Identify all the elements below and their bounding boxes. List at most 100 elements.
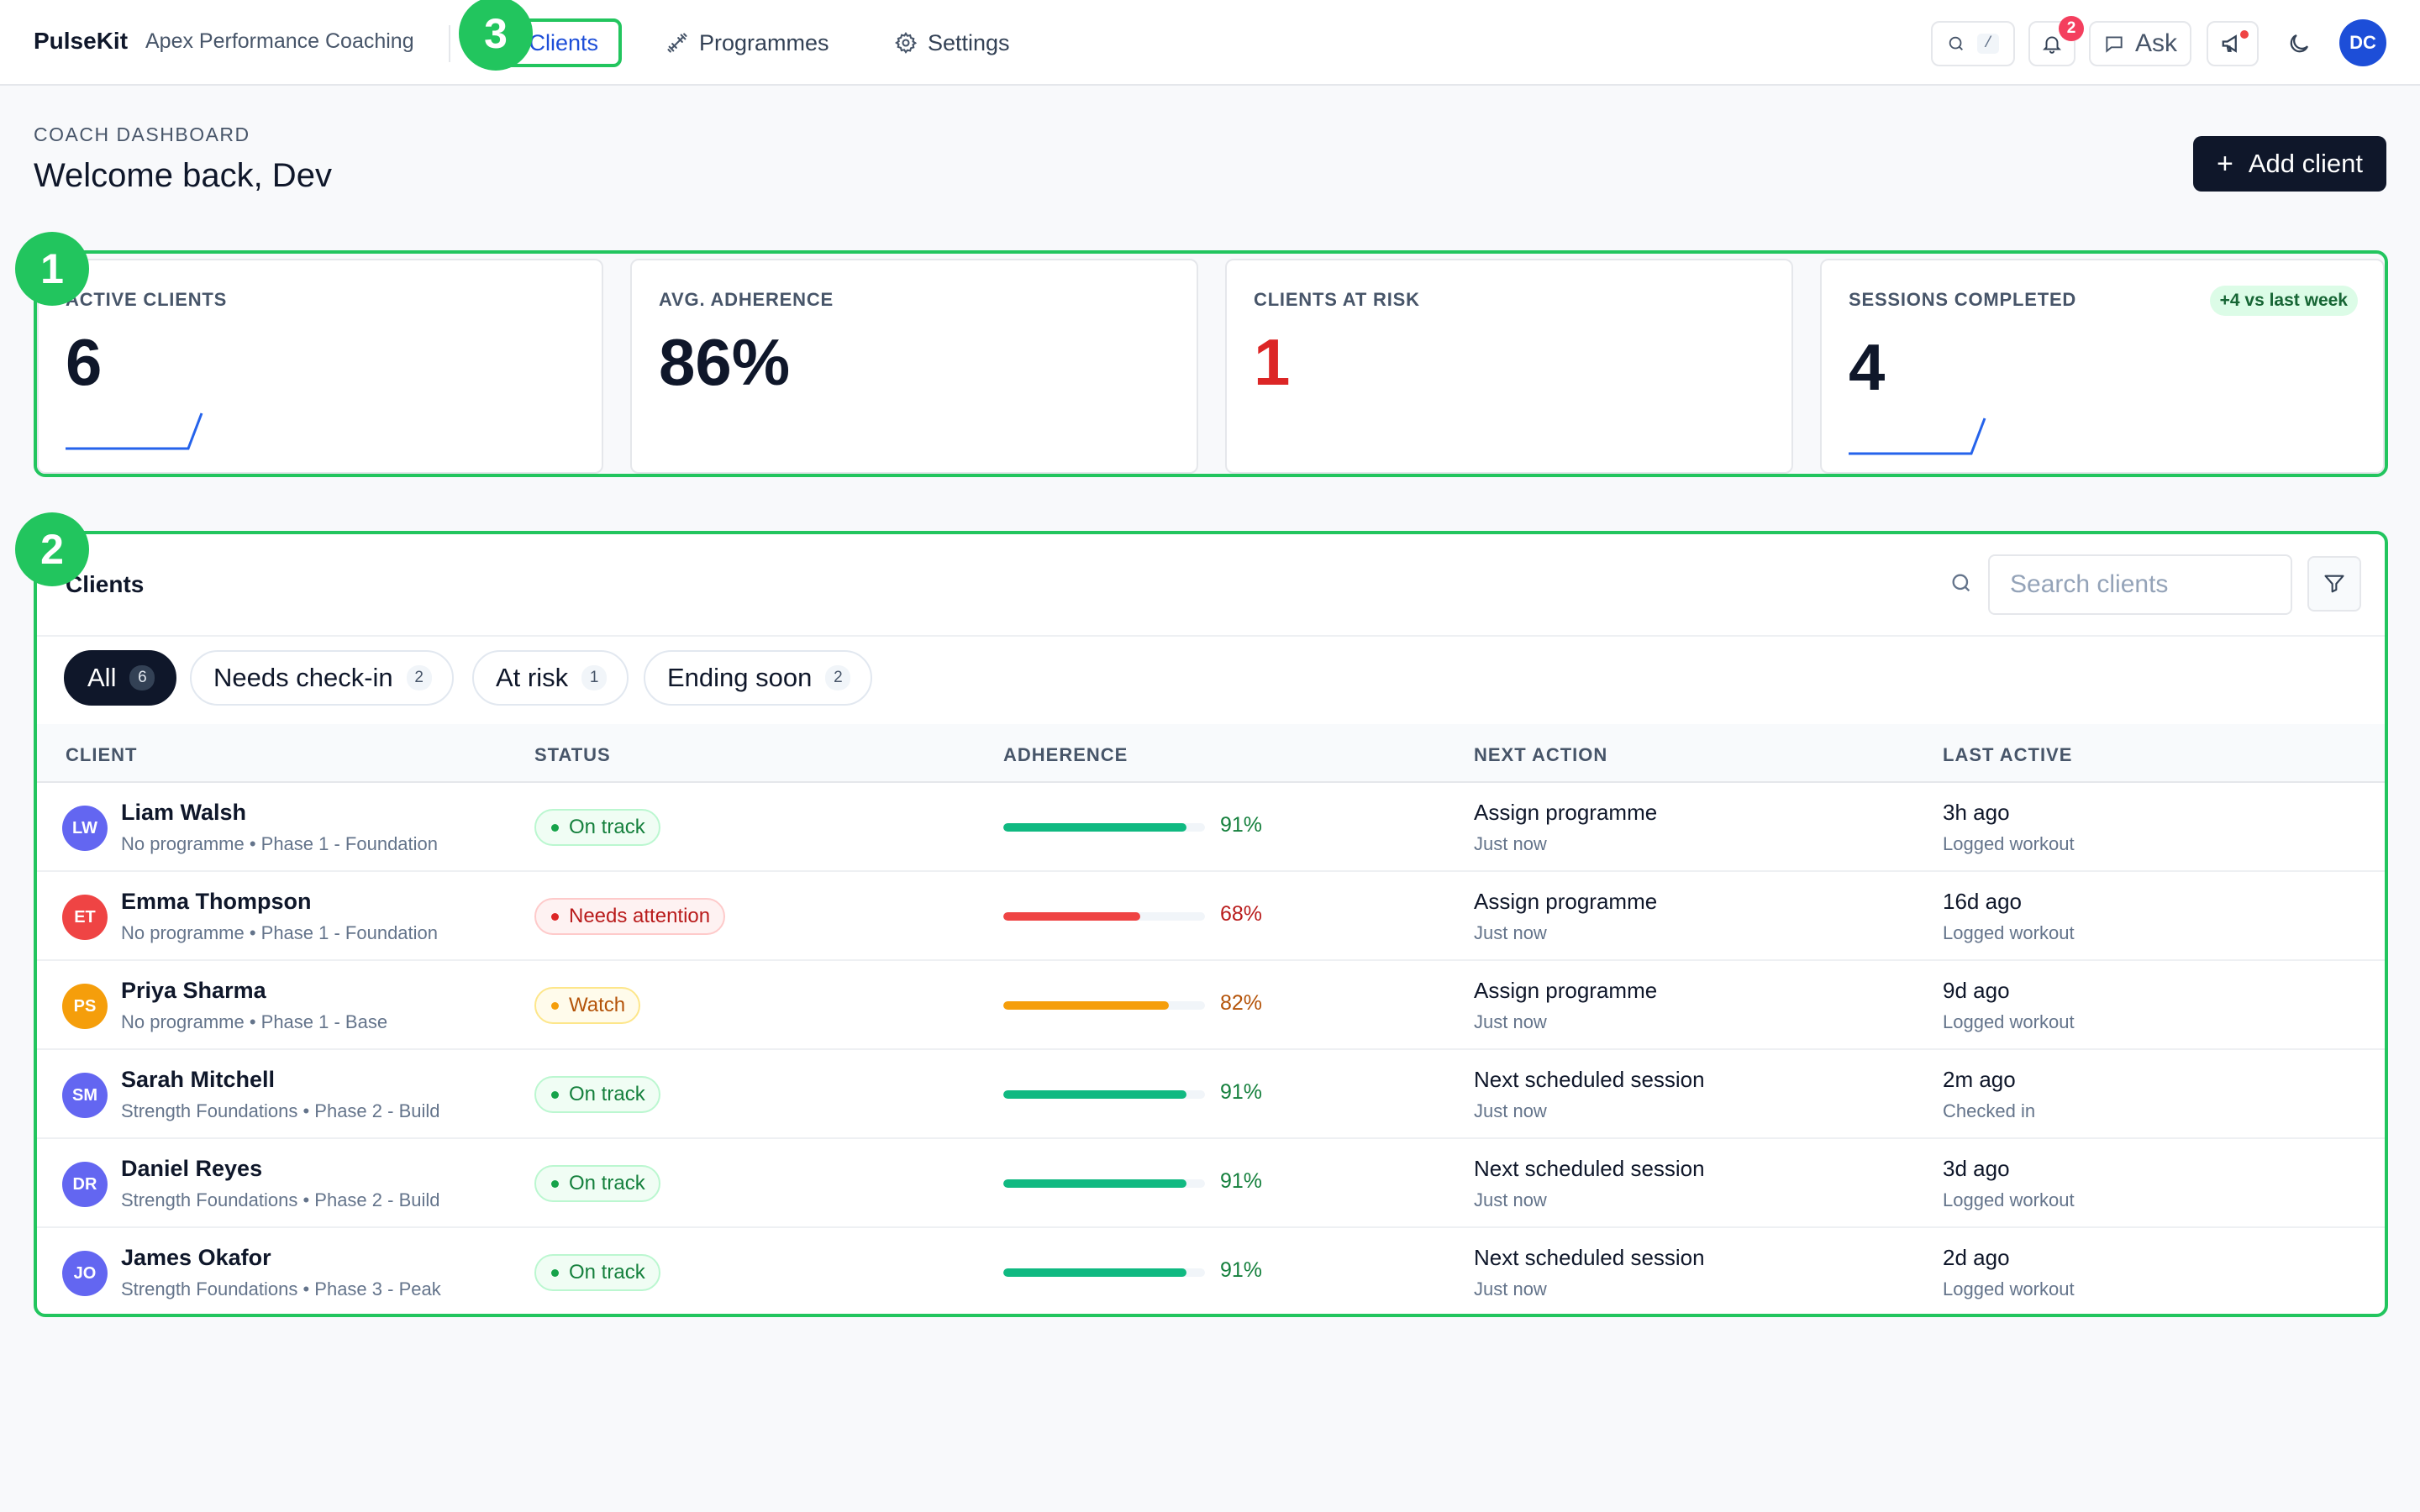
nav-item-settings[interactable]: Settings — [894, 18, 1010, 67]
table-row[interactable]: PS Priya Sharma No programme • Phase 1 - B… — [37, 961, 2385, 1050]
stat-value: 4 — [1849, 330, 1886, 404]
column-header-next-action[interactable]: NEXT ACTION — [1474, 744, 1608, 765]
adherence-percent: 91% — [1220, 1258, 1263, 1282]
next-action-time: Just now — [1474, 922, 1547, 943]
filter-chip-at-risk[interactable]: At risk 1 — [472, 650, 629, 706]
adherence-bar — [1003, 1001, 1205, 1010]
column-header-adherence[interactable]: ADHERENCE — [1003, 744, 1128, 765]
client-name[interactable]: Priya Sharma — [121, 978, 266, 1003]
global-search-button[interactable]: / — [1931, 21, 2015, 66]
status-label: Needs attention — [569, 905, 711, 927]
chip-label: At risk — [496, 663, 569, 692]
nav-item-programmes[interactable]: Programmes — [666, 18, 829, 67]
ask-label: Ask — [2134, 29, 2177, 57]
stats-section: ACTIVE CLIENTS 6 AVG. ADHERENCE 86% CLIE… — [34, 250, 2388, 477]
status-label: On track — [569, 816, 645, 838]
stat-value: 86% — [659, 325, 791, 399]
status-dot — [551, 1179, 559, 1188]
adherence-bar-fill — [1003, 1268, 1187, 1277]
status-badge: Needs attention — [534, 898, 726, 935]
user-avatar[interactable]: DC — [2339, 19, 2386, 66]
table-row[interactable]: ET Emma Thompson No programme • Phase 1 - … — [37, 872, 2385, 961]
next-action[interactable]: Assign programme — [1474, 889, 1658, 914]
brand-logo[interactable]: PulseKit — [34, 28, 129, 54]
table-row[interactable]: SM Sarah Mitchell Strength Foundations • P… — [37, 1050, 2385, 1139]
client-avatar: PS — [62, 984, 108, 1029]
client-name[interactable]: James Okafor — [121, 1245, 271, 1270]
stat-value: 1 — [1254, 325, 1291, 399]
stat-card-clients-at-risk: CLIENTS AT RISK 1 — [1225, 259, 1793, 474]
nav-item-label: Programmes — [699, 29, 829, 55]
stat-label: ACTIVE CLIENTS — [66, 289, 228, 310]
table-row[interactable]: LW Liam Walsh No programme • Phase 1 - Fou… — [37, 783, 2385, 872]
adherence-bar-fill — [1003, 1001, 1169, 1010]
nav-item-label: Clients — [529, 29, 598, 55]
adherence-bar — [1003, 1179, 1205, 1188]
filter-button[interactable] — [2307, 556, 2361, 612]
client-name[interactable]: Emma Thompson — [121, 889, 312, 914]
filter-icon — [2324, 575, 2344, 593]
next-action[interactable]: Assign programme — [1474, 978, 1658, 1003]
announcements-button[interactable] — [2207, 21, 2259, 66]
unread-dot — [2240, 30, 2249, 39]
client-name[interactable]: Liam Walsh — [121, 800, 247, 825]
adherence-bar-fill — [1003, 912, 1141, 921]
adherence-bar — [1003, 823, 1205, 832]
last-activity: Logged workout — [1943, 833, 2075, 854]
filter-chip-ending-soon[interactable]: Ending soon 2 — [644, 650, 873, 706]
notifications-button[interactable]: 2 — [2028, 16, 2084, 66]
keyboard-shortcut: / — [1976, 34, 2000, 54]
next-action[interactable]: Assign programme — [1474, 800, 1658, 825]
notification-count-badge: 2 — [2059, 16, 2084, 41]
column-header-last-active[interactable]: LAST ACTIVE — [1943, 744, 2073, 765]
last-activity: Logged workout — [1943, 922, 2075, 943]
client-name[interactable]: Sarah Mitchell — [121, 1067, 276, 1092]
last-active: 3h ago — [1943, 800, 2010, 825]
search-clients-input[interactable] — [1988, 554, 2292, 615]
nav-divider — [449, 25, 450, 62]
last-activity: Logged workout — [1943, 1278, 2075, 1299]
next-action[interactable]: Next scheduled session — [1474, 1067, 1705, 1092]
nav-item-label: Settings — [928, 29, 1010, 55]
page-eyebrow: COACH DASHBOARD — [34, 123, 250, 145]
chip-count: 6 — [129, 665, 155, 690]
next-action-time: Just now — [1474, 1189, 1547, 1210]
table-row[interactable]: DR Daniel Reyes Strength Foundations • Pha… — [37, 1139, 2385, 1228]
last-activity: Checked in — [1943, 1100, 2036, 1121]
status-dot — [551, 823, 559, 832]
ask-button[interactable]: Ask — [2089, 21, 2191, 66]
filter-chip-all[interactable]: All 6 — [64, 650, 177, 706]
chat-bubble-icon — [2106, 36, 2123, 53]
add-client-button[interactable]: + Add client — [2193, 136, 2386, 192]
next-action[interactable]: Next scheduled session — [1474, 1156, 1705, 1181]
search-icon — [1952, 574, 1970, 592]
column-header-client[interactable]: CLIENT — [66, 744, 138, 765]
next-action-time: Just now — [1474, 1278, 1547, 1299]
search-icon — [1949, 36, 1963, 50]
status-badge: On track — [534, 1165, 660, 1202]
stat-card-avg-adherence: AVG. ADHERENCE 86% — [630, 259, 1198, 474]
chip-count: 2 — [406, 665, 432, 690]
adherence-bar-fill — [1003, 823, 1187, 832]
client-name[interactable]: Daniel Reyes — [121, 1156, 263, 1181]
column-header-status[interactable]: STATUS — [534, 744, 611, 765]
theme-toggle-button[interactable] — [2274, 21, 2324, 66]
adherence-percent: 91% — [1220, 1169, 1263, 1193]
chip-label: All — [87, 663, 117, 692]
adherence-bar-fill — [1003, 1179, 1187, 1188]
status-dot — [551, 1090, 559, 1099]
delta-badge: +4 vs last week — [2209, 286, 2358, 316]
status-dot — [551, 1268, 559, 1277]
last-activity: Logged workout — [1943, 1011, 2075, 1032]
status-label: Watch — [569, 994, 626, 1016]
next-action[interactable]: Next scheduled session — [1474, 1245, 1705, 1270]
status-badge: Watch — [534, 987, 641, 1024]
status-badge: On track — [534, 809, 660, 846]
client-avatar: SM — [62, 1073, 108, 1118]
adherence-percent: 91% — [1220, 1080, 1263, 1104]
client-avatar: LW — [62, 806, 108, 851]
last-active: 2m ago — [1943, 1067, 2016, 1092]
adherence-bar — [1003, 1090, 1205, 1099]
filter-chip-needs-check-in[interactable]: Needs check-in 2 — [190, 650, 454, 706]
table-row[interactable]: JO James Okafor Strength Foundations • Pha… — [37, 1228, 2385, 1314]
